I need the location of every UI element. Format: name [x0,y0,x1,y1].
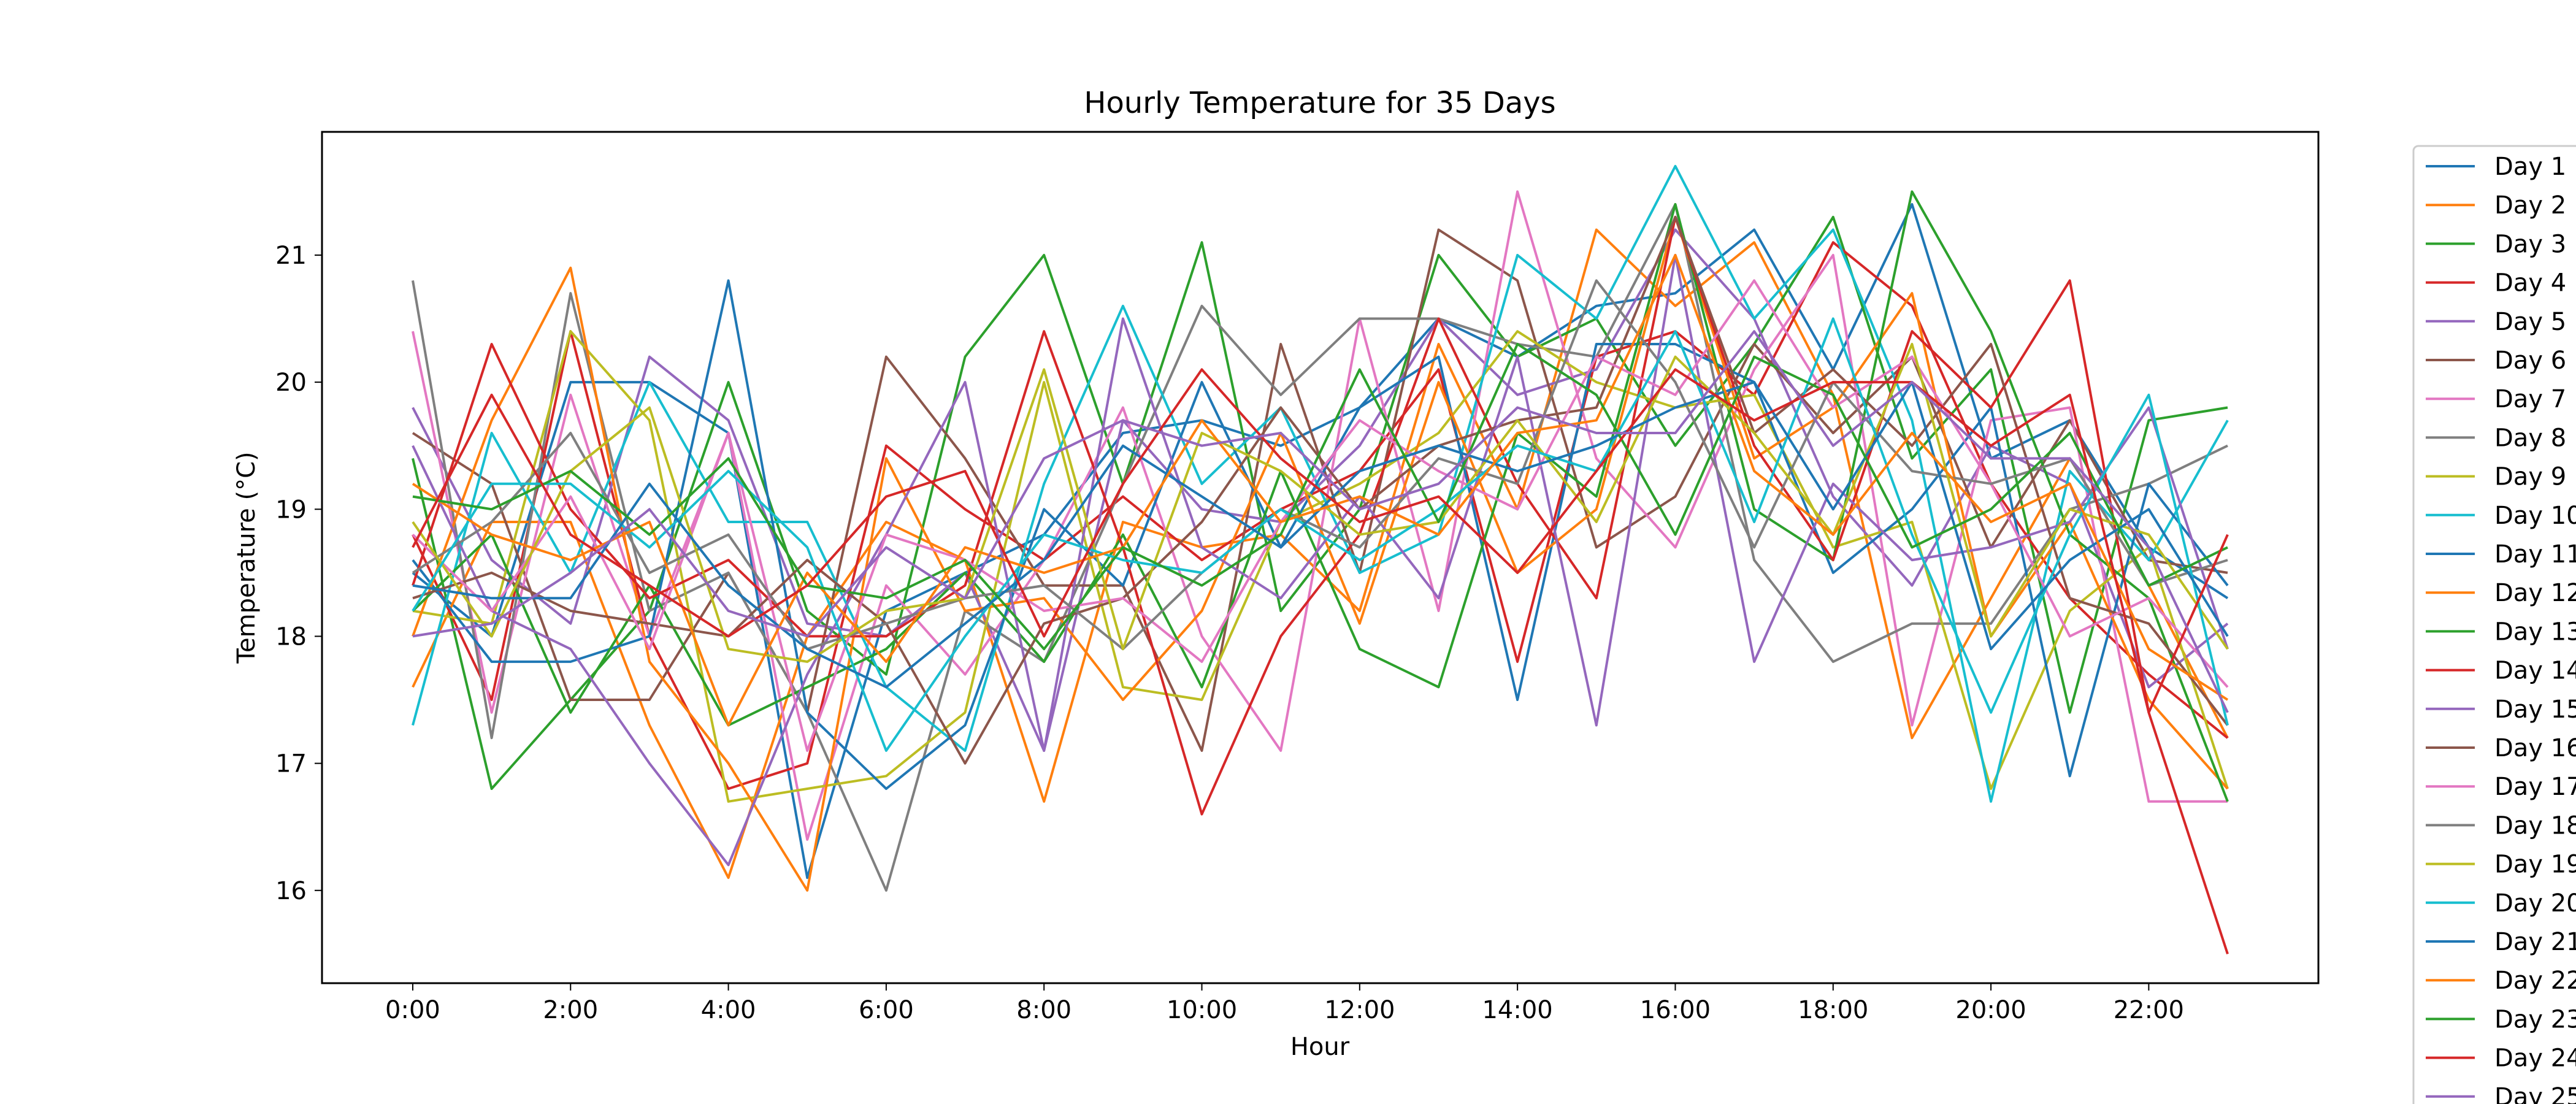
x-tick-label: 22:00 [2114,996,2184,1024]
legend-entry-21: Day 21 [2494,928,2576,956]
legend-entry-7: Day 7 [2494,385,2566,413]
legend-entry-1: Day 1 [2494,153,2566,181]
series-line-14 [412,215,2229,955]
legend-entry-17: Day 17 [2494,773,2576,801]
x-tick-label: 4:00 [701,996,756,1024]
legend-entry-14: Day 14 [2494,657,2576,685]
x-tick-label: 10:00 [1167,996,1237,1024]
x-tick-label: 12:00 [1324,996,1395,1024]
plot-frame [321,131,2320,984]
legend-entry-6: Day 6 [2494,347,2566,375]
series-line-20 [412,317,2229,752]
series-line-11 [412,279,2229,790]
x-tick-label: 0:00 [385,996,440,1024]
legend-entry-25: Day 25 [2494,1083,2576,1104]
legend-entry-24: Day 24 [2494,1045,2576,1073]
series-line-15 [412,253,2229,867]
legend-entry-13: Day 13 [2494,618,2576,646]
legend-entry-16: Day 16 [2494,734,2576,762]
x-tick-label: 20:00 [1955,996,2026,1024]
series-line-23 [412,343,2228,651]
y-axis-label: Temperature (°C) [232,451,261,664]
legend: Day 1 Day 2 Day 3 Day 4 Day 5 Day 6 Day 7 Day 8… [2412,145,2576,1104]
chart-title: Hourly Temperature for 35 Days [1084,86,1555,120]
y-tick-label: 20 [275,369,307,397]
y-tick-label: 16 [275,877,307,905]
legend-entry-8: Day 8 [2494,424,2566,452]
legend-entry-12: Day 12 [2494,579,2576,607]
legend-entry-15: Day 15 [2494,696,2576,724]
series-line-2 [412,228,2229,880]
series-line-24 [412,368,2229,714]
y-axis-ticks: 16 17 18 19 20 21 [275,242,322,905]
legend-entry-19: Day 19 [2494,851,2576,879]
x-tick-label: 18:00 [1798,996,1868,1024]
legend-entry-20: Day 20 [2494,889,2576,918]
x-axis-ticks: 0:00 2:00 4:00 6:00 8:00 10:00 12:00 14:00 16:00… [385,983,2184,1024]
legend-entry-2: Day 2 [2494,191,2566,220]
series-lines [412,164,2229,955]
series-line-13 [412,190,2229,802]
legend-entry-3: Day 3 [2494,230,2566,258]
y-tick-label: 21 [275,242,307,270]
legend-entry-18: Day 18 [2494,811,2576,840]
y-tick-label: 18 [275,623,307,651]
series-line-25 [412,330,2229,713]
legend-entry-4: Day 4 [2494,269,2566,297]
legend-entry-11: Day 11 [2494,540,2576,569]
legend-entry-22: Day 22 [2494,967,2576,995]
x-tick-label: 8:00 [1016,996,1071,1024]
legend-entry-23: Day 23 [2494,1005,2576,1033]
series-line-22 [412,253,2229,727]
x-tick-label: 14:00 [1482,996,1552,1024]
series-line-18 [412,279,2228,651]
y-tick-label: 17 [275,750,307,778]
x-axis-label: Hour [1290,1033,1350,1061]
legend-entry-5: Day 5 [2494,308,2566,336]
x-tick-label: 16:00 [1640,996,1711,1024]
series-line-8 [412,203,2228,892]
series-line-1 [412,203,2229,880]
legend-entry-10: Day 10 [2494,502,2576,530]
x-tick-label: 2:00 [543,996,598,1024]
legend-entry-9: Day 9 [2494,463,2566,491]
x-tick-label: 6:00 [859,996,914,1024]
y-tick-label: 19 [275,496,307,524]
